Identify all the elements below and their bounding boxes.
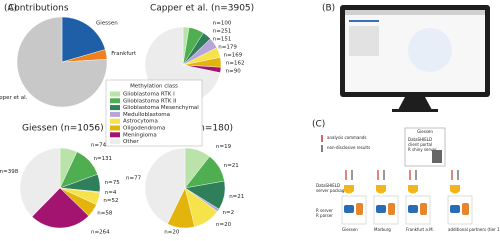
r-icon xyxy=(408,205,418,213)
slice-label: n=179 xyxy=(218,45,237,51)
shield xyxy=(408,185,418,194)
client-text: Giessen xyxy=(417,129,433,134)
legend-label: Glioblastoma RTK I xyxy=(123,92,175,98)
chart-title: Capper et al. (n=3905) xyxy=(150,4,254,14)
chart-title: Contributions xyxy=(8,4,69,14)
pie-slice xyxy=(31,187,89,229)
legend-swatch xyxy=(110,91,120,97)
slice-label: n=100 xyxy=(213,21,232,27)
monitor xyxy=(340,5,490,112)
legend-title: Methylation class xyxy=(130,84,178,90)
server-icon xyxy=(405,195,431,225)
pie-slice xyxy=(61,16,106,63)
legend-swatch xyxy=(110,105,120,111)
slice-label: n=162 xyxy=(226,61,245,67)
legend-swatch xyxy=(110,132,120,138)
legend-box xyxy=(105,79,203,147)
shield xyxy=(450,185,460,194)
slice-label: n=19 xyxy=(216,144,232,150)
slice-label: Capper et al. xyxy=(0,95,28,101)
panel-label: (B) xyxy=(322,4,335,14)
slice-label: n=74 xyxy=(91,143,107,149)
db-icon xyxy=(420,203,427,215)
legend-label: Medulloblastoma xyxy=(123,112,170,118)
db-icon xyxy=(356,203,363,215)
slice-label: n=21 xyxy=(224,163,239,169)
monitor-base xyxy=(392,109,438,112)
pie-slice xyxy=(19,147,61,217)
shield xyxy=(376,185,386,194)
r-icon xyxy=(450,205,460,213)
slice-label: n=77 xyxy=(126,176,142,182)
server-icon xyxy=(432,150,442,163)
browser-bar xyxy=(345,10,485,15)
legend-swatch xyxy=(110,139,120,145)
diagram: analysis commands non-disclosive results… xyxy=(316,127,446,218)
slice-label: n=20 xyxy=(164,229,180,235)
slice-label: n=131 xyxy=(93,156,112,162)
server-text: DataSHIELD xyxy=(316,183,340,188)
pie-slice xyxy=(144,147,186,225)
arrow-label: non-disclosive results xyxy=(327,145,370,150)
monitor-stand xyxy=(398,97,432,110)
server-text: server packages xyxy=(316,188,349,193)
server-icon xyxy=(447,195,473,225)
legend-label: Glioblastoma RTK II xyxy=(123,98,177,104)
site-label: additional partners (tier 1) xyxy=(448,227,500,232)
client-text: client portal xyxy=(408,142,432,147)
panel-label: (C) xyxy=(312,120,325,130)
pie-slice xyxy=(16,16,108,108)
server-icon xyxy=(341,195,367,225)
shield xyxy=(344,185,354,194)
site-label: Marburg xyxy=(374,227,391,232)
r-icon xyxy=(376,205,386,213)
client-box xyxy=(404,127,446,167)
ui-block xyxy=(349,20,379,22)
legend-label: Oligodendroma xyxy=(123,126,165,132)
slice-label: n=169 xyxy=(224,53,243,59)
slice-label: n=264 xyxy=(91,229,110,235)
legend-swatch xyxy=(110,125,120,131)
slice-label: n=52 xyxy=(103,198,118,204)
ui-block xyxy=(349,26,379,56)
slice-label: n=151 xyxy=(213,37,232,43)
r-icon xyxy=(344,205,354,213)
ui-plot xyxy=(408,28,452,72)
slice-label: n=58 xyxy=(97,210,113,216)
slice-label: n=2 xyxy=(222,210,234,216)
slice-label: n=251 xyxy=(213,29,232,35)
legend-label: Other xyxy=(123,139,139,145)
legend-swatch xyxy=(110,98,120,104)
db-icon xyxy=(388,203,395,215)
db-icon xyxy=(462,203,469,215)
legend-swatch xyxy=(110,118,120,124)
legend-swatch xyxy=(110,111,120,117)
arrow-label: analysis commands xyxy=(327,135,367,140)
rserver-text: R parser xyxy=(316,213,333,218)
slice-label: n=20 xyxy=(216,222,232,228)
panel-label: (A) xyxy=(4,4,17,14)
client-text: DataSHIELD xyxy=(408,137,432,142)
chart-title: Giessen (n=1056) xyxy=(22,124,104,134)
site-label: Frankfurt a.M. xyxy=(406,227,434,232)
slice-label: n=398 xyxy=(0,169,19,175)
server-icon xyxy=(373,195,399,225)
legend-label: Meningioma xyxy=(123,132,157,138)
slice-label: n=75 xyxy=(105,180,121,186)
slice-label: n=4 xyxy=(105,190,117,196)
slice-label: n=90 xyxy=(226,69,242,75)
legend-label: Astrocytoma xyxy=(123,119,158,125)
slice-label: Giessen xyxy=(96,20,118,26)
slice-label: Frankfurt xyxy=(111,51,137,57)
rserver-text: R server xyxy=(316,208,333,213)
client-text: R shiny server xyxy=(408,147,437,152)
legend-label: Glioblastoma Mesenchymal xyxy=(123,105,199,111)
slice-label: n=21 xyxy=(229,194,244,200)
site-label: Giessen xyxy=(342,227,358,232)
